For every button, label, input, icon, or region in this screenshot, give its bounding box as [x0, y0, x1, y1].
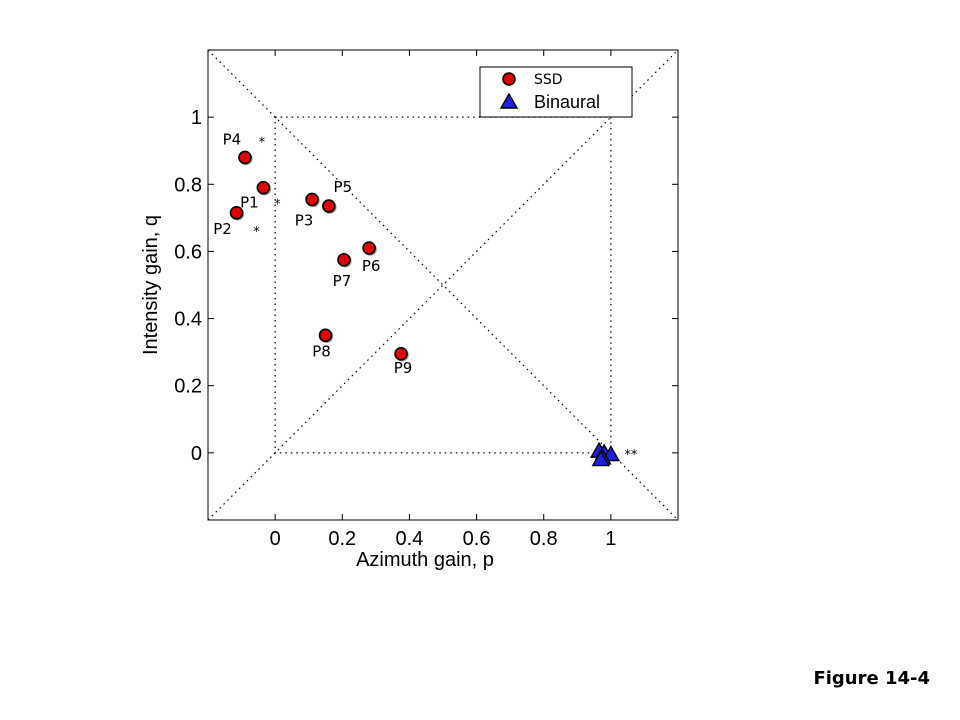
y-axis-label: Intensity gain, q	[140, 215, 162, 355]
ssd-point	[256, 180, 271, 195]
point-label: P4	[223, 130, 242, 148]
ssd-point	[362, 241, 376, 255]
y-tick-label: 0.8	[174, 174, 202, 196]
ssd-point	[229, 206, 244, 220]
x-tick-label: 1	[605, 528, 616, 550]
legend: SSD Binaural	[479, 66, 633, 118]
point-label: P5	[334, 178, 353, 196]
point-label: P2	[213, 220, 232, 238]
x-tick-label: 0.8	[530, 528, 558, 550]
y-tick-label: 0	[191, 443, 202, 465]
legend-binaural-label: Binaural	[534, 92, 600, 112]
point-label: P9	[394, 359, 413, 377]
x-tick-label: 0	[270, 528, 281, 550]
point-label: P1	[240, 194, 259, 212]
significance-star: *	[259, 135, 266, 150]
x-axis-label: Azimuth gain, p	[356, 549, 494, 571]
point-label: P7	[333, 272, 352, 290]
reference-lines	[207, 49, 679, 521]
binaural-significance-stars: **	[624, 448, 638, 463]
axis-ticks: 0 0.2 0.4 0.6 0.8 1 0 0.2 0.4 0.6 0.8 1	[174, 50, 678, 550]
ssd-point	[305, 192, 319, 207]
binaural-point	[591, 450, 610, 467]
point-label: P3	[295, 211, 314, 229]
significance-star: *	[253, 225, 260, 240]
figure-caption: Figure 14-4	[813, 668, 930, 689]
ssd-point	[322, 199, 336, 213]
y-tick-label: 1	[191, 107, 202, 129]
ssd-point	[394, 347, 408, 361]
legend-binaural-marker	[499, 92, 519, 109]
point-label: P6	[362, 257, 381, 275]
legend-ssd-label: SSD	[534, 72, 563, 88]
diagonal-line	[207, 49, 679, 521]
point-label: P8	[312, 342, 331, 360]
y-tick-label: 0.6	[174, 241, 202, 263]
anti-diagonal-line	[207, 49, 679, 521]
legend-ssd-marker	[502, 72, 516, 86]
significance-star: *	[274, 198, 281, 213]
x-tick-label: 0.6	[463, 528, 491, 550]
ssd-point	[337, 253, 351, 267]
data-points: P1 * P2 * P3 P4 * P5 P6 P7 P8 P9 **	[213, 130, 638, 467]
y-tick-label: 0.2	[174, 376, 202, 398]
x-tick-label: 0.2	[328, 528, 356, 550]
ssd-point	[238, 150, 252, 165]
x-tick-label: 0.4	[396, 528, 424, 550]
ssd-point	[318, 328, 333, 343]
y-tick-label: 0.4	[174, 309, 202, 331]
